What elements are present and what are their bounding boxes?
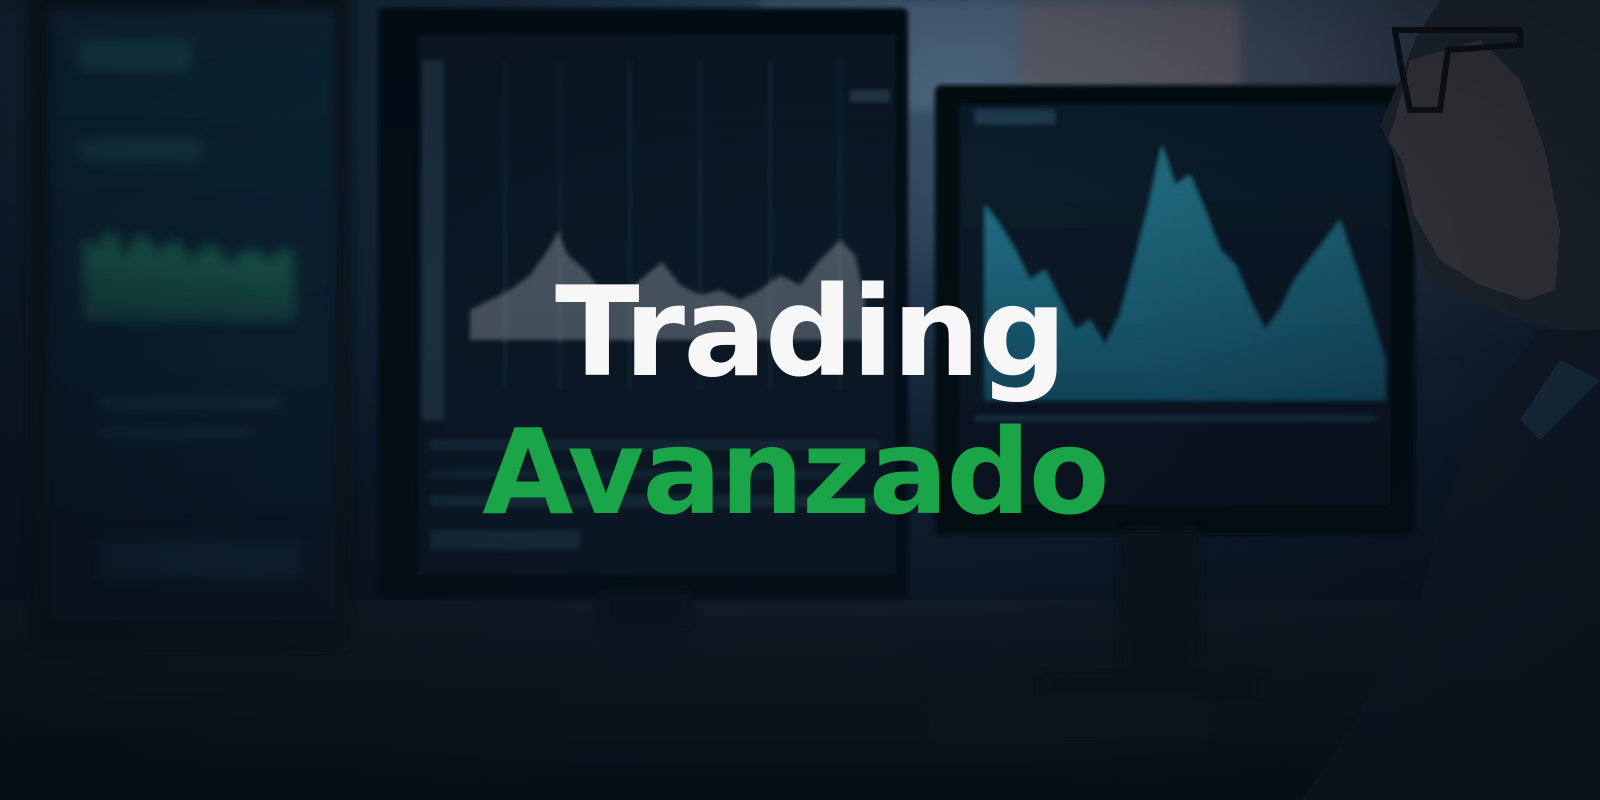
headline: Trading Avanzado <box>0 271 1600 531</box>
monitor-stand <box>600 590 690 630</box>
monitor-stand-base <box>1040 670 1260 700</box>
monitor-stand <box>1120 530 1200 680</box>
headline-line-1: Trading <box>554 261 1067 406</box>
headline-line-2: Avanzado <box>482 403 1110 542</box>
keyboard <box>930 700 1210 740</box>
